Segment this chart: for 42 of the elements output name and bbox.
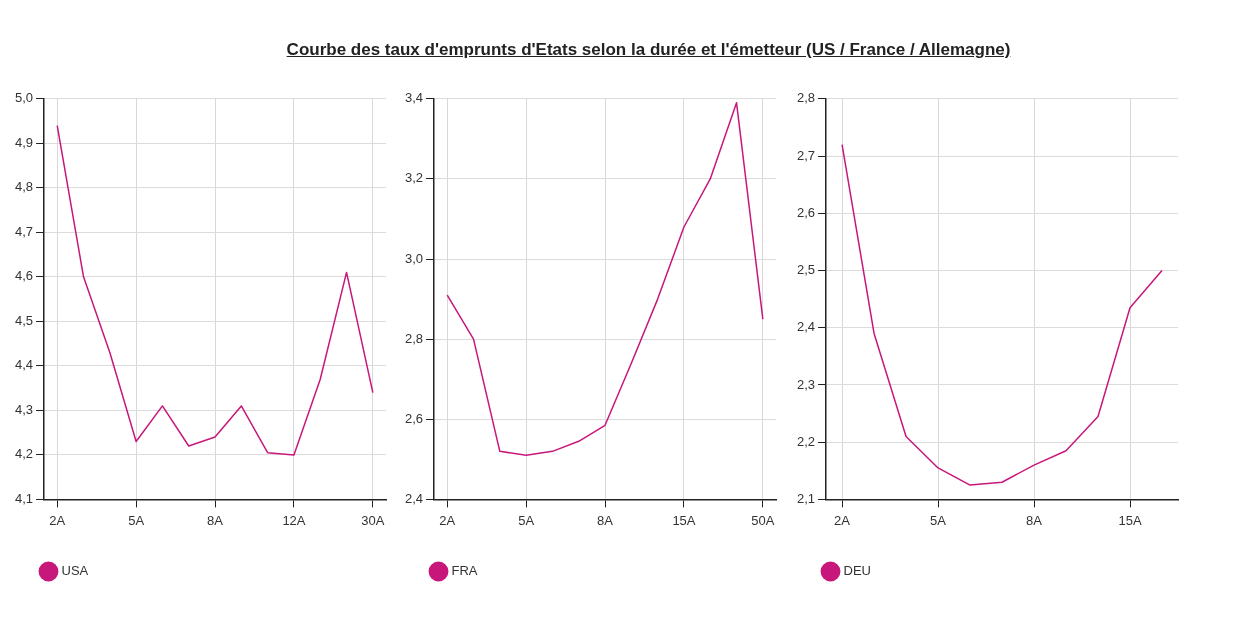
x-tick-label: 5A bbox=[518, 512, 535, 528]
y-tick-label: 2,7 bbox=[796, 147, 816, 163]
x-tick-label: 15A bbox=[672, 512, 696, 528]
y-tick-label: 4,4 bbox=[14, 357, 34, 373]
x-tick-label: 8A bbox=[1026, 512, 1043, 528]
y-tick-label: 2,6 bbox=[796, 204, 816, 220]
text: Courbe des taux d'emprunts d'Etats selon la durée et l'émetteur (US / France / Allemagne) bbox=[285, 40, 1012, 60]
y-tick-label: 5,0 bbox=[14, 90, 34, 106]
y-tick-label: 2,8 bbox=[796, 90, 816, 106]
y-tick-label: 2,8 bbox=[404, 330, 424, 346]
y-tick-label: 4,8 bbox=[14, 179, 34, 195]
y-tick-label: 4,7 bbox=[14, 223, 34, 239]
y-tick-label: 4,5 bbox=[14, 312, 34, 328]
x-tick-label: 8A bbox=[207, 512, 224, 528]
y-tick-label: 4,6 bbox=[14, 268, 34, 284]
y-tick-label: 2,1 bbox=[796, 490, 816, 506]
x-tick-label: 5A bbox=[128, 512, 145, 528]
y-tick-label: 2,2 bbox=[796, 433, 816, 449]
y-tick-label: 2,4 bbox=[796, 319, 816, 335]
y-tick-label: 2,5 bbox=[796, 262, 816, 278]
x-tick-label: 2A bbox=[439, 512, 456, 528]
legend-label: USA bbox=[61, 563, 89, 579]
y-tick-label: 4,2 bbox=[14, 446, 34, 462]
y-tick-label: 4,1 bbox=[14, 490, 34, 506]
y-tick-label: 4,9 bbox=[14, 134, 34, 150]
x-tick-label: 2A bbox=[834, 512, 851, 528]
y-tick-label: 2,4 bbox=[404, 490, 424, 506]
x-tick-label: 2A bbox=[49, 512, 66, 528]
legend-label: FRA bbox=[451, 563, 478, 579]
x-tick-label: 12A bbox=[282, 512, 306, 528]
y-tick-label: 2,3 bbox=[796, 376, 816, 392]
x-tick-label: 15A bbox=[1118, 512, 1142, 528]
y-tick-label: 2,6 bbox=[404, 410, 424, 426]
x-tick-label: 8A bbox=[597, 512, 614, 528]
y-tick-label: 3,0 bbox=[404, 250, 424, 266]
x-tick-label: 30A bbox=[361, 512, 385, 528]
y-tick-label: 3,2 bbox=[404, 170, 424, 186]
legend-label: DEU bbox=[843, 563, 871, 579]
y-tick-label: 3,4 bbox=[404, 90, 424, 106]
y-tick-label: 4,3 bbox=[14, 401, 34, 417]
x-tick-label: 5A bbox=[930, 512, 947, 528]
x-tick-label: 50A bbox=[751, 512, 775, 528]
